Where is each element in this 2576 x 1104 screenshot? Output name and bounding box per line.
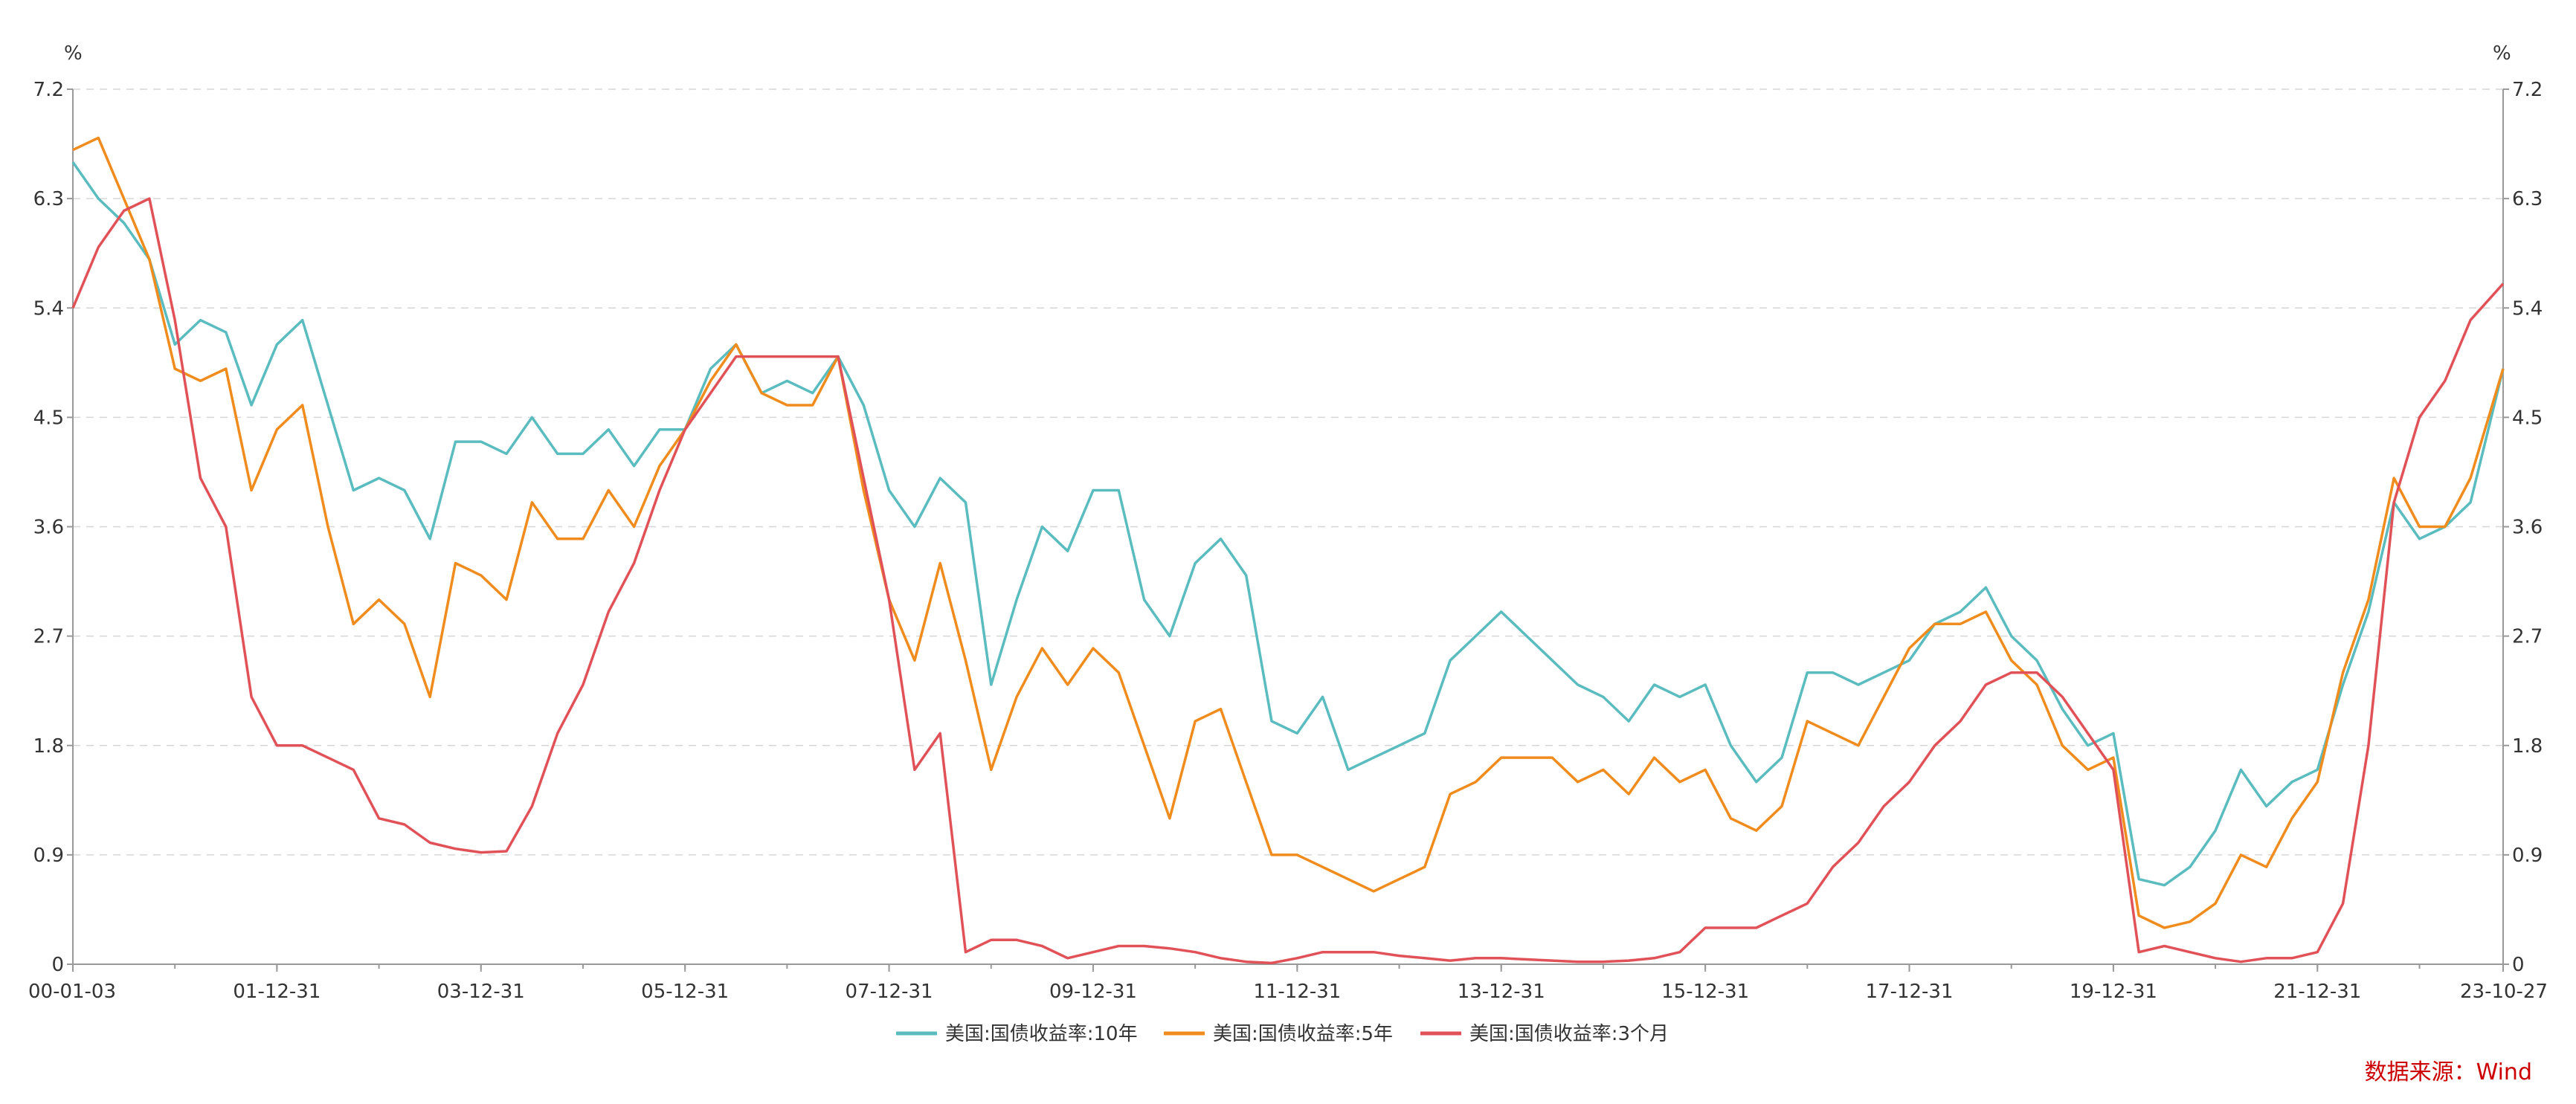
y-tick-right: 0: [2512, 954, 2525, 976]
x-tick-label: 05-12-31: [641, 981, 729, 1003]
y-tick-right: 0.9: [2512, 845, 2543, 867]
legend: 美国:国债收益率:10年 美国:国债收益率:5年 美国:国债收益率:3个月: [896, 1023, 1669, 1045]
series-line-2: [71, 197, 2505, 965]
legend-label: 美国:国债收益率:5年: [1213, 1023, 1393, 1045]
x-tick-label: 13-12-31: [1458, 981, 1545, 1003]
y-tick-right: 2.7: [2512, 626, 2543, 648]
x-tick-label: 23-10-27: [2460, 981, 2548, 1003]
series-line-1: [72, 136, 2505, 929]
x-tick-label: 01-12-31: [233, 981, 321, 1003]
x-tick-label: 17-12-31: [1866, 981, 1954, 1003]
y-tick-left: 0.9: [33, 845, 64, 867]
y-tick-left: 0: [51, 954, 64, 976]
x-tick-label: 03-12-31: [437, 981, 525, 1003]
grid-lines: [73, 88, 2503, 856]
y-tick-left: 7.2: [33, 79, 64, 101]
y-tick-left: 5.4: [33, 297, 64, 320]
y-tick-left: 4.5: [33, 407, 64, 429]
y-tick-labels: 0 0 0.9 0.9 1.8 1.8 2.7 2.7 3.6 3.6 4.5 4.5 5.4 5.4 6.…: [33, 79, 2543, 976]
x-tick-label: 00-01-03: [28, 981, 116, 1003]
y-unit-right: %: [2493, 42, 2511, 65]
x-tick-label: 07-12-31: [846, 981, 933, 1003]
y-tick-left: 2.7: [33, 626, 64, 648]
y-tick-right: 7.2: [2512, 79, 2543, 101]
x-tick-label: 15-12-31: [1661, 981, 1749, 1003]
y-tick-right: 5.4: [2512, 297, 2543, 320]
legend-label: 美国:国债收益率:10年: [945, 1023, 1138, 1045]
x-tick-label: 21-12-31: [2273, 981, 2361, 1003]
legend-label: 美国:国债收益率:3个月: [1469, 1023, 1669, 1045]
x-tick-label: 11-12-31: [1253, 981, 1341, 1003]
series-line-0: [71, 161, 2505, 887]
y-tick-left: 6.3: [33, 188, 64, 210]
y-tick-right: 3.6: [2512, 517, 2543, 539]
series-lines: [71, 136, 2505, 965]
y-unit-left: %: [64, 42, 83, 65]
y-tick-right: 1.8: [2512, 735, 2543, 758]
y-tick-left: 3.6: [33, 517, 64, 539]
x-tick-label: 19-12-31: [2070, 981, 2157, 1003]
source-note: 数据来源：Wind: [2365, 1059, 2532, 1085]
x-tick-labels: 00-01-03 01-12-31 03-12-31 05-12-31 07-12-31…: [28, 964, 2548, 1003]
x-tick-label: 09-12-31: [1049, 981, 1137, 1003]
y-tick-right: 4.5: [2512, 407, 2543, 429]
y-tick-right: 6.3: [2512, 188, 2543, 210]
y-tick-left: 1.8: [33, 735, 64, 758]
